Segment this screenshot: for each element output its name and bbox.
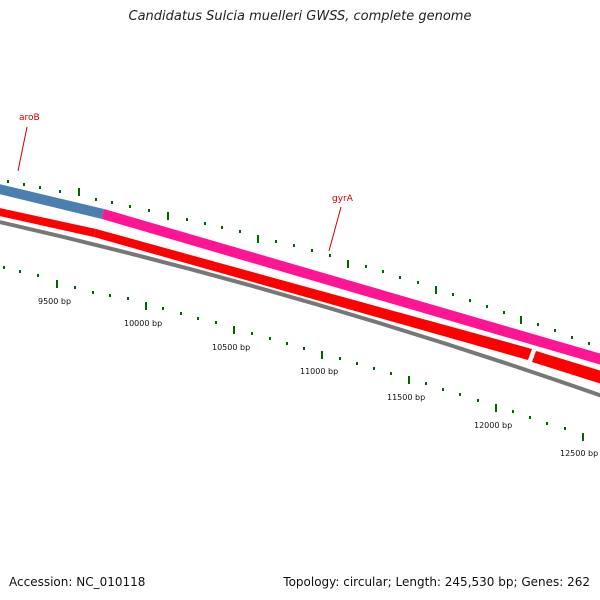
bp-label-10500: 10500 bp	[212, 343, 250, 352]
upper-tick-row	[7, 180, 590, 345]
aroB-leader-line	[17, 126, 28, 172]
aroB-label: aroB	[19, 113, 40, 123]
cds-track	[0, 208, 600, 384]
gene-aroB-bar	[0, 184, 104, 219]
bp-label-12000: 12000 bp	[474, 421, 512, 430]
bp-label-9500: 9500 bp	[38, 297, 71, 306]
bp-label-11500: 11500 bp	[387, 393, 425, 402]
genome-backbone	[0, 220, 600, 398]
bp-label-12500: 12500 bp	[560, 449, 598, 458]
bp-label-11000: 11000 bp	[300, 367, 338, 376]
cds-segment-3	[532, 351, 600, 384]
gene-label-gyrA[interactable]: gyrA	[328, 194, 354, 252]
cds-segment-1	[0, 208, 96, 237]
gene-label-aroB[interactable]: aroB	[17, 113, 40, 172]
accession-text: Accession: NC_010118	[9, 575, 146, 589]
gyrA-leader-line	[328, 206, 342, 252]
bp-label-10000: 10000 bp	[124, 319, 162, 328]
map-title: Candidatus Sulcia muelleri GWSS, complet…	[128, 9, 472, 24]
bp-label-group: 9500 bp 10000 bp 10500 bp 11000 bp 11500…	[38, 297, 598, 458]
genome-summary-text: Topology: circular; Length: 245,530 bp; …	[283, 575, 590, 589]
gene-gyrA-bar	[102, 209, 600, 365]
cds-segment-2	[94, 229, 532, 360]
lower-tick-row	[3, 266, 584, 441]
gene-track	[0, 184, 600, 365]
gyrA-label: gyrA	[332, 194, 354, 204]
